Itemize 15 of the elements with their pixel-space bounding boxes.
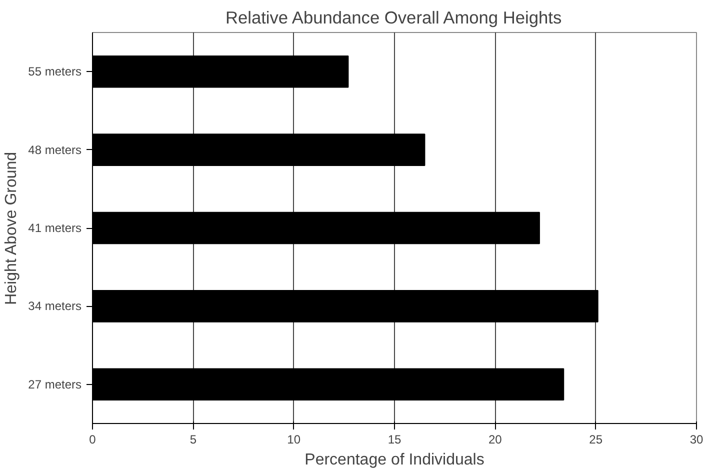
y-tick-label: 55 meters [28, 64, 82, 79]
chart-title: Relative Abundance Overall Among Heights [225, 8, 562, 28]
y-axis-title: Height Above Ground [3, 152, 20, 305]
x-axis-title: Percentage of Individuals [304, 452, 484, 468]
x-tick-label: 10 [287, 432, 301, 446]
y-tick-label: 34 meters [28, 299, 82, 314]
x-tick-label: 20 [488, 432, 502, 446]
y-tick-label: 27 meters [28, 377, 82, 392]
x-tick-label: 15 [388, 432, 402, 446]
y-tick-label: 48 meters [28, 142, 82, 157]
x-tick-label: 30 [690, 432, 704, 446]
x-tick-label: 0 [89, 432, 96, 446]
x-tick-label: 5 [190, 432, 197, 446]
y-tick-label: 41 meters [28, 221, 82, 235]
x-tick-label: 25 [589, 432, 603, 446]
